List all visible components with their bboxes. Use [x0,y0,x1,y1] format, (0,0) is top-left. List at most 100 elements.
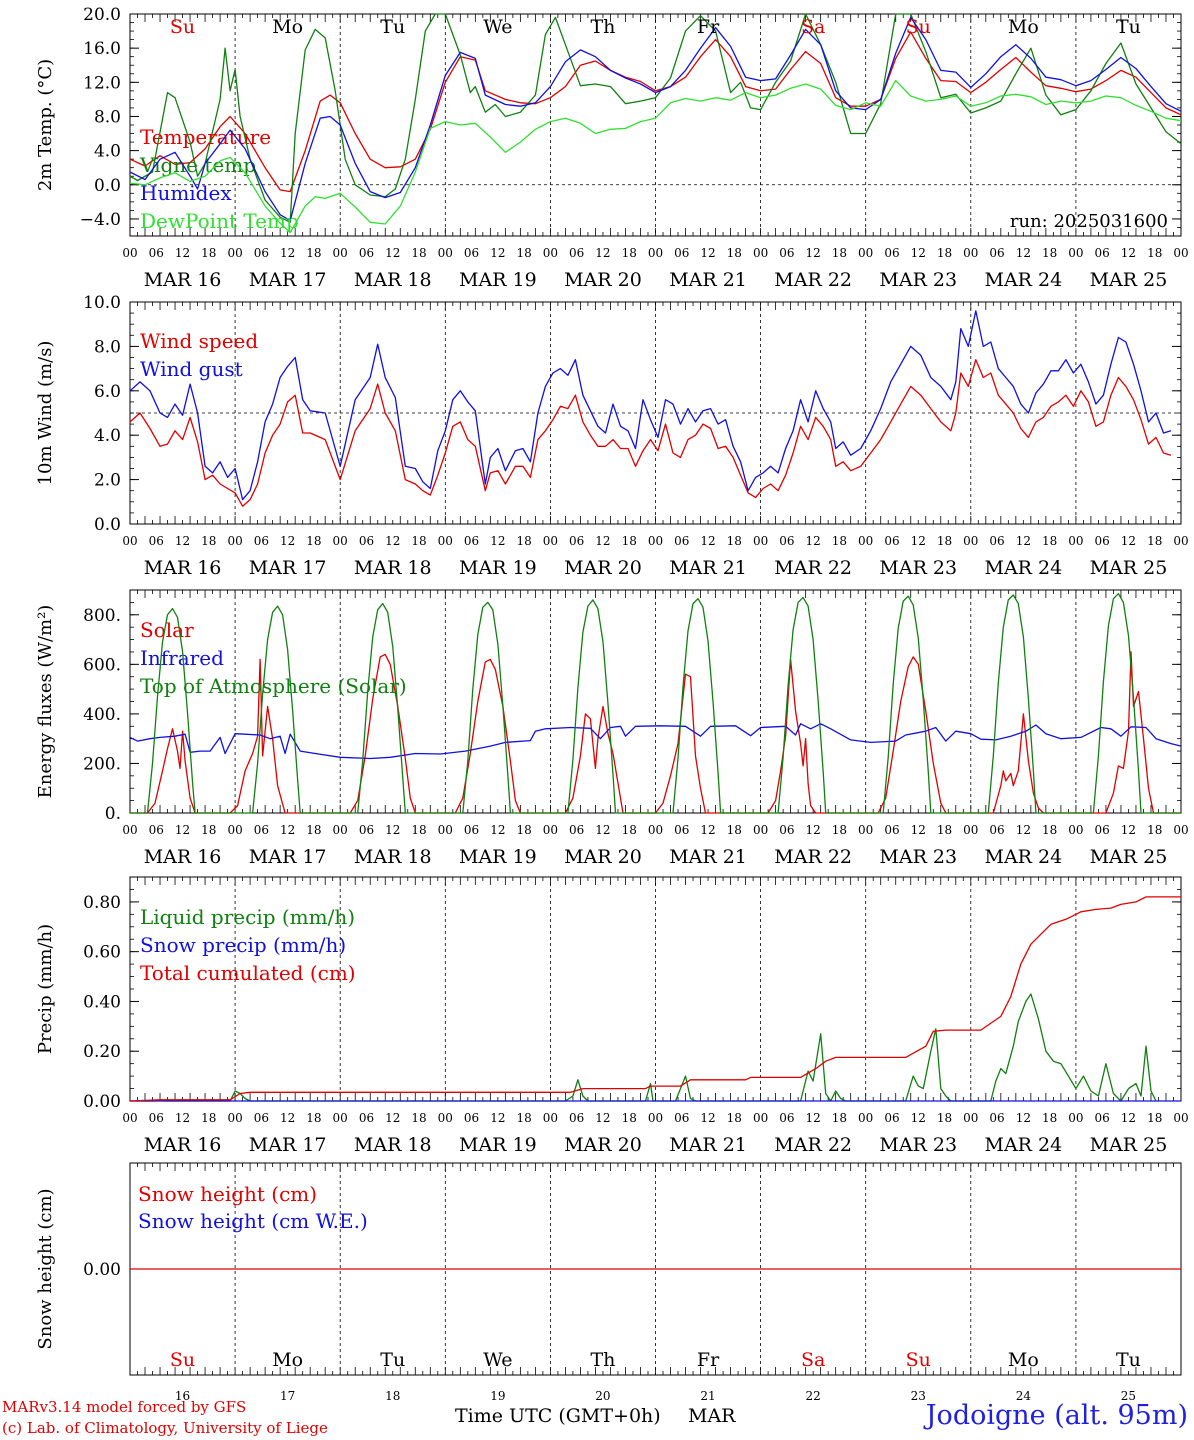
legend-entry: Top of Atmosphere (Solar) [140,674,407,698]
hour-tick-label: 18 [622,823,637,837]
hour-tick-label: 12 [175,1111,190,1125]
hour-tick-label: 06 [464,1111,479,1125]
hour-tick-label: 06 [1095,823,1110,837]
hour-tick-label: 18 [201,534,216,548]
hour-tick-label: 12 [385,823,400,837]
hour-tick-label: 06 [674,823,689,837]
hour-tick-label: 06 [779,1111,794,1125]
legend-entry: Liquid precip (mm/h) [140,905,355,929]
date-label: MAR 19 [459,269,537,291]
hour-tick-label: 12 [1121,823,1136,837]
hour-tick-label: 06 [359,246,374,260]
hour-tick-label: 18 [411,246,426,260]
y-tick-label: 8.0 [94,337,121,357]
hour-tick-label: 18 [937,1111,952,1125]
series-line-top-of-atmosphere-solar- [130,593,1181,814]
y-tick-label: 0.0 [94,176,121,196]
y-tick-label: 4.0 [94,426,121,446]
hour-tick-label: 00 [543,1111,558,1125]
hour-tick-label: 00 [333,534,348,548]
hour-tick-label: 00 [438,534,453,548]
hour-tick-label: 12 [490,246,505,260]
hour-tick-label: 00 [1173,823,1188,837]
hour-tick-label: 00 [858,823,873,837]
hour-tick-label: 00 [438,1111,453,1125]
hour-tick-label: 18 [411,1111,426,1125]
legend-entry: Temperature [140,125,271,149]
day-name: Tu [380,1349,405,1371]
legend-entry: Total cumulated (cm) [140,961,356,985]
hour-tick-label: 18 [1147,246,1162,260]
hour-tick-label: 18 [937,534,952,548]
hour-tick-label: 18 [411,534,426,548]
hour-tick-label: 00 [648,534,663,548]
hour-tick-label: 18 [622,246,637,260]
date-label: MAR 23 [879,557,957,579]
date-label: MAR 16 [144,269,222,291]
hour-tick-label: 18 [727,823,742,837]
hour-tick-label: 12 [1016,823,1031,837]
hour-tick-label: 06 [779,534,794,548]
hour-tick-label: 12 [385,534,400,548]
date-label: MAR 22 [774,1134,852,1156]
hour-tick-label: 18 [937,246,952,260]
date-label: MAR 21 [669,557,747,579]
run-annotation: run: 2025031600 [1010,211,1168,232]
hour-tick-label: 12 [1016,534,1031,548]
hour-tick-label: 18 [516,1111,531,1125]
hour-tick-label: 12 [175,246,190,260]
day-name: Tu [1116,1349,1141,1371]
y-tick-label: 600. [83,655,121,675]
hour-tick-label: 12 [595,534,610,548]
series-line-humidex [129,16,1182,222]
hour-tick-label: 06 [359,534,374,548]
hour-tick-label: 00 [1173,534,1188,548]
hour-tick-label: 12 [385,246,400,260]
station-name: Jodoigne (alt. 95m) [925,1400,1188,1431]
hour-tick-label: 00 [227,534,242,548]
legend-entry: Snow precip (mm/h) [140,933,346,957]
hour-tick-label: 18 [201,246,216,260]
date-label: MAR 23 [879,1134,957,1156]
y-tick-label: 0.0 [94,515,121,535]
date-label: MAR 16 [144,557,222,579]
hour-tick-label: 12 [806,534,821,548]
hour-tick-label: 00 [648,1111,663,1125]
hour-tick-label: 12 [595,823,610,837]
y-tick-label: 0.60 [83,943,121,963]
hour-tick-label: 12 [806,246,821,260]
date-label: MAR 21 [669,846,747,868]
hour-tick-label: 00 [753,534,768,548]
y-tick-label: 12.0 [83,73,121,93]
hour-tick-label: 18 [937,823,952,837]
hour-tick-label: 12 [1016,1111,1031,1125]
date-label: MAR 25 [1090,557,1168,579]
day-name: Tu [1116,16,1141,38]
hour-tick-label: 00 [543,246,558,260]
day-name: Su [906,16,931,38]
hour-tick-label: 18 [1042,534,1057,548]
hour-tick-label: 18 [832,246,847,260]
hour-tick-label: 12 [1016,246,1031,260]
hour-tick-label: 12 [490,1111,505,1125]
day-name: Su [170,1349,195,1371]
hour-tick-label: 18 [306,1111,321,1125]
hour-tick-label: 06 [674,1111,689,1125]
hour-tick-label: 00 [122,1111,137,1125]
hour-tick-label: 06 [989,534,1004,548]
hour-tick-label: 00 [122,823,137,837]
day-name: Fr [697,16,720,38]
date-label: MAR 19 [459,1134,537,1156]
hour-tick-label: 00 [648,823,663,837]
series-line-dewpoint-temp [129,79,1182,234]
date-label: MAR 17 [249,846,327,868]
series-line-vigne-temp [129,13,1182,223]
hour-tick-label: 18 [727,534,742,548]
hour-tick-label: 12 [911,534,926,548]
day-number: 18 [385,1389,400,1403]
date-label: MAR 22 [774,557,852,579]
y-tick-label: 4.0 [94,142,121,162]
hour-tick-label: 00 [1068,1111,1083,1125]
hour-tick-label: 18 [727,246,742,260]
legend-entry: Vigne temp [139,153,256,177]
